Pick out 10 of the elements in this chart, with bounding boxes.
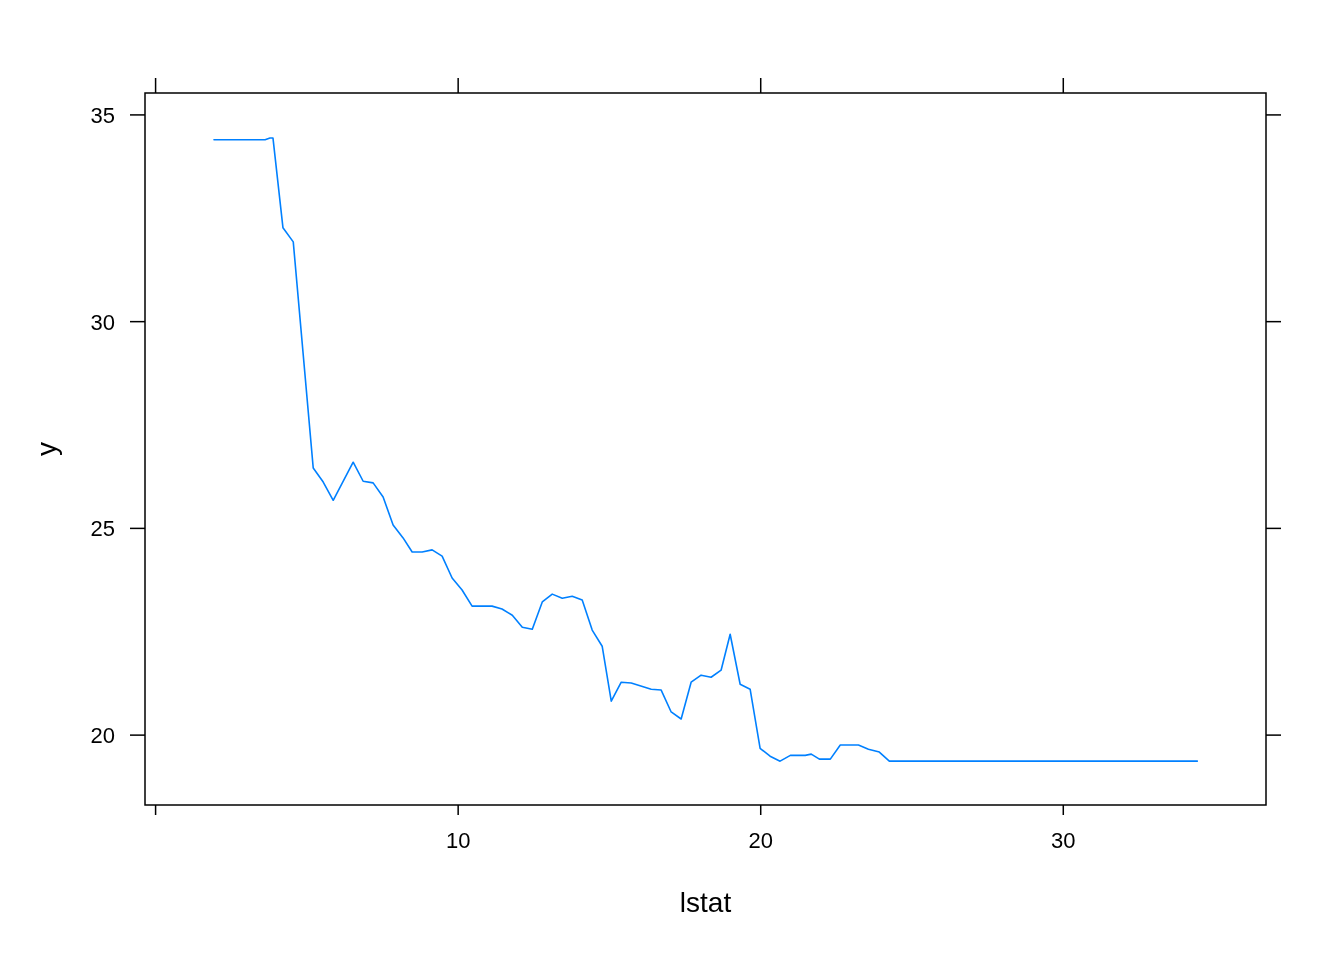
x-tick-label: 10 [445, 828, 471, 853]
line-series [213, 137, 1199, 762]
x-tick-label: 30 [1051, 828, 1076, 853]
y-axis-title: y [31, 442, 62, 456]
x-axis-title: lstat [679, 887, 732, 918]
y-tick-label: 30 [90, 309, 115, 335]
x-tick-label: 20 [748, 828, 773, 853]
y-tick-label: 35 [90, 102, 115, 128]
y-tick-label: 25 [90, 516, 115, 542]
y-tick-label: 20 [90, 723, 115, 749]
